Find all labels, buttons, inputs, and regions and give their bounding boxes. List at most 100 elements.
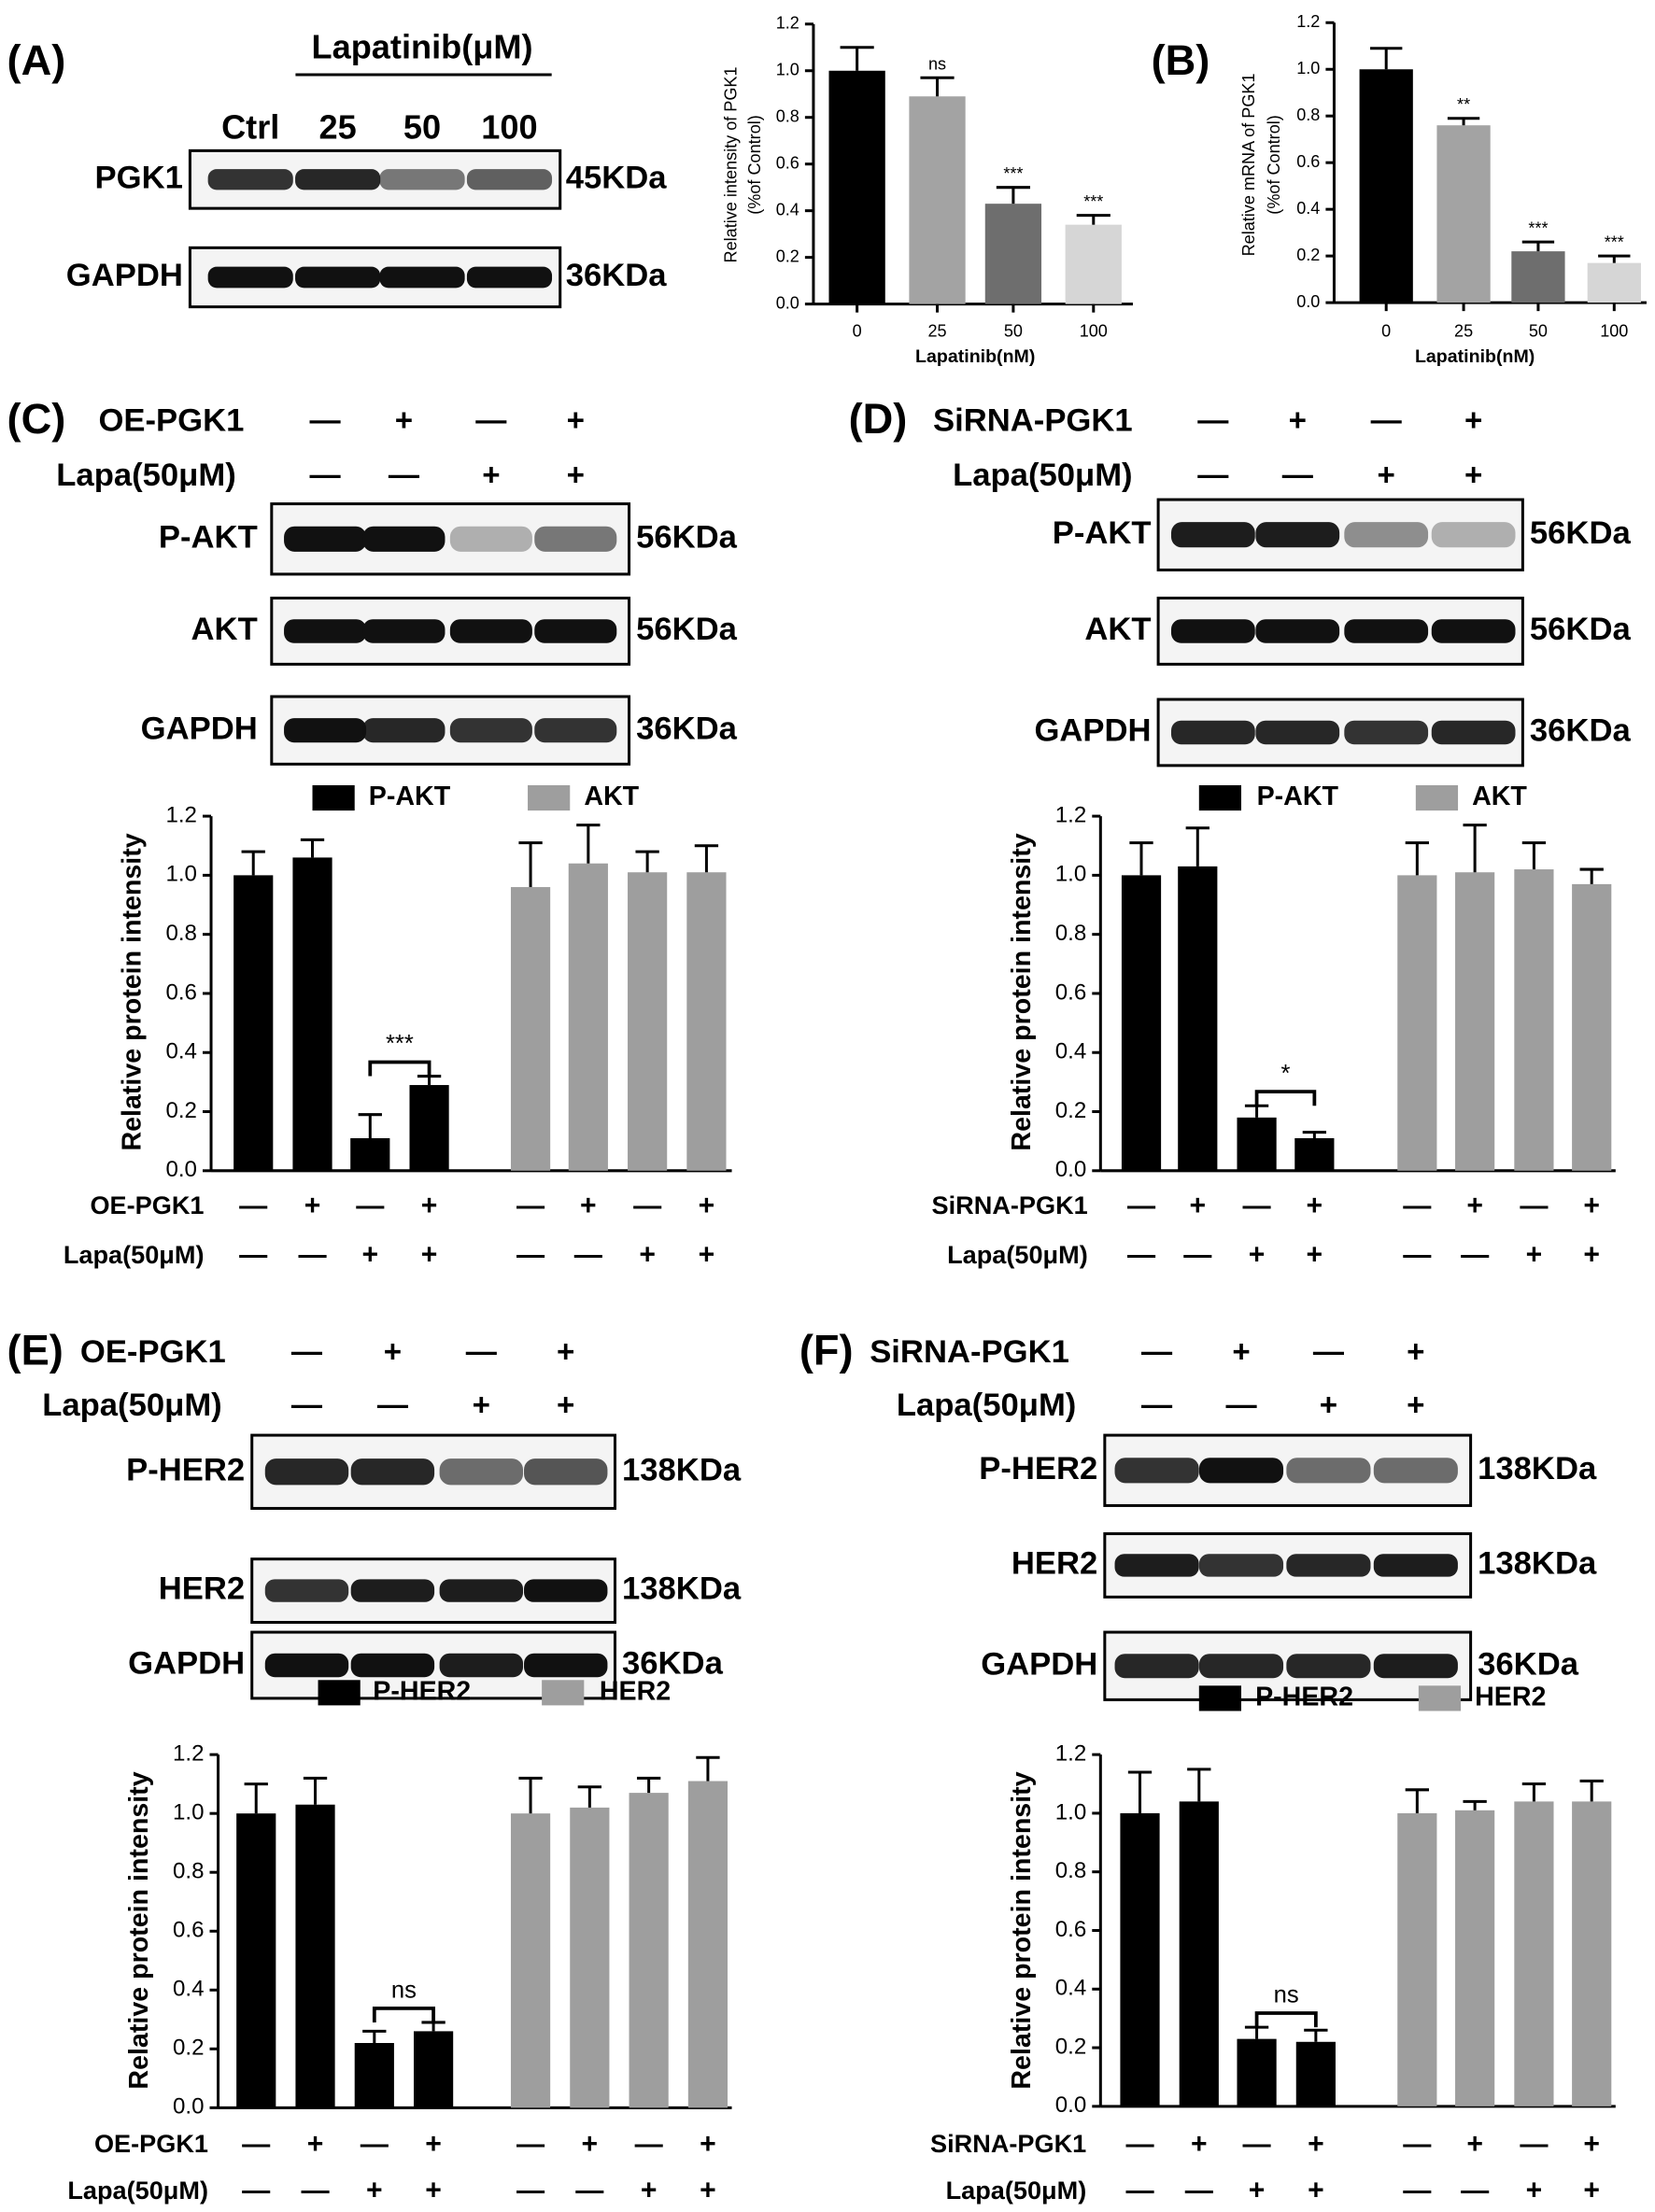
condition-sign: — [1403, 2176, 1432, 2206]
bar [1397, 875, 1437, 1171]
blot-header: Lapatinib(μM) [312, 27, 533, 65]
band [524, 1579, 608, 1602]
band [1114, 1554, 1199, 1577]
y-tick-label: 0.4 [165, 1039, 197, 1064]
band [264, 1458, 349, 1486]
bar [984, 204, 1042, 304]
band [264, 1653, 349, 1678]
bar [1455, 1810, 1495, 2106]
y-tick-label: 0.0 [165, 1157, 197, 1182]
y-tick-label: 0.6 [1296, 152, 1320, 171]
condition-sign: — [1371, 403, 1403, 438]
condition-sign: — [633, 1191, 662, 1221]
band [350, 1579, 435, 1602]
condition-sign: — [1185, 2176, 1214, 2206]
row-label: Lapa(50μM) [946, 2176, 1087, 2205]
band [1255, 522, 1340, 548]
band [1344, 522, 1429, 548]
condition-sign: + [567, 458, 585, 493]
y-tick-label: 1.0 [1055, 862, 1087, 887]
band [1170, 720, 1255, 745]
significance-bracket [372, 2006, 435, 2022]
band [449, 718, 532, 743]
lane-label: Ctrl [221, 107, 279, 146]
protein-size: 36KDa [636, 711, 738, 746]
legend-label: HER2 [1475, 1682, 1546, 1712]
band [1373, 1654, 1458, 1679]
y-tick-label: 0.4 [1055, 1976, 1087, 2001]
y-tick-label: 0.6 [776, 153, 799, 172]
condition-sign: + [557, 1334, 574, 1369]
band [362, 718, 446, 743]
protein-size: 36KDa [566, 258, 668, 293]
legend-label: P-AKT [1257, 782, 1339, 811]
condition-sign: + [361, 1240, 378, 1271]
condition-label: Lapa(50μM) [56, 458, 236, 493]
condition-sign: — [1225, 1388, 1257, 1423]
bar [510, 887, 551, 1171]
condition-sign: — [239, 1240, 268, 1271]
panel-label: (A) [7, 36, 66, 84]
bar [1587, 262, 1641, 303]
legend-swatch [542, 1680, 585, 1706]
condition-sign: — [1183, 1240, 1212, 1271]
x-tick-label: 100 [1080, 322, 1108, 341]
protein-size: 36KDa [622, 1646, 724, 1682]
protein-name: HER2 [159, 1571, 245, 1607]
bar [1397, 1812, 1437, 2106]
condition-sign: + [1249, 1240, 1266, 1271]
y-tick-label: 0.4 [173, 1977, 205, 2002]
y-axis-label: Relative protein intensity [118, 833, 148, 1150]
condition-sign: — [635, 2129, 664, 2160]
band [1431, 619, 1516, 643]
condition-sign: + [425, 2129, 442, 2160]
bar [236, 1813, 276, 2108]
significance: ** [1457, 95, 1470, 114]
bar [1237, 2038, 1277, 2106]
condition-sign: — [1141, 1388, 1173, 1423]
bar [292, 857, 332, 1171]
condition-sign: — [1141, 1334, 1173, 1369]
row-label: Lapa(50μM) [64, 1240, 205, 1269]
condition-sign: + [1526, 1240, 1543, 1271]
row-label: SiRNA-PGK1 [932, 1191, 1088, 1219]
protein-name: AKT [191, 612, 258, 647]
significance-bracket [1254, 2011, 1318, 2028]
y-tick-label: 0.2 [1055, 1098, 1087, 1123]
band [264, 1579, 349, 1602]
band [1286, 1458, 1371, 1484]
bar [1455, 872, 1495, 1171]
condition-sign: + [304, 1191, 321, 1221]
condition-sign: — [516, 1191, 545, 1221]
condition-label: SiRNA-PGK1 [870, 1334, 1069, 1370]
condition-sign: — [356, 1191, 385, 1221]
condition-sign: — [1403, 2129, 1432, 2160]
legend-swatch [1415, 784, 1459, 811]
protein-name: GAPDH [1034, 713, 1151, 749]
significance: *** [1605, 232, 1624, 251]
condition-sign: + [1407, 1388, 1424, 1423]
bar [1359, 69, 1413, 303]
legend-swatch [1198, 1685, 1241, 1712]
protein-size: 138KDa [622, 1452, 742, 1487]
legend-label: P-HER2 [1255, 1682, 1353, 1712]
band [1255, 720, 1340, 745]
y-tick-label: 1.2 [1296, 12, 1320, 31]
condition-sign: — [291, 1388, 323, 1423]
band [284, 526, 367, 552]
y-axis-label: (%of Control) [745, 115, 764, 215]
condition-sign: — [361, 2129, 389, 2160]
y-tick-label: 0.8 [173, 1859, 205, 1884]
bar [409, 1085, 449, 1171]
band [439, 1579, 524, 1602]
condition-sign: — [1403, 1240, 1432, 1271]
condition-sign: — [1197, 403, 1229, 438]
bar [1514, 869, 1554, 1171]
protein-size: 56KDa [1530, 515, 1632, 551]
condition-sign: + [1407, 1334, 1424, 1369]
condition-sign: + [395, 403, 413, 438]
panel-label: (B) [1152, 36, 1210, 84]
condition-label: OE-PGK1 [98, 402, 244, 438]
condition-label: Lapa(50μM) [897, 1388, 1077, 1423]
band [1344, 720, 1429, 745]
